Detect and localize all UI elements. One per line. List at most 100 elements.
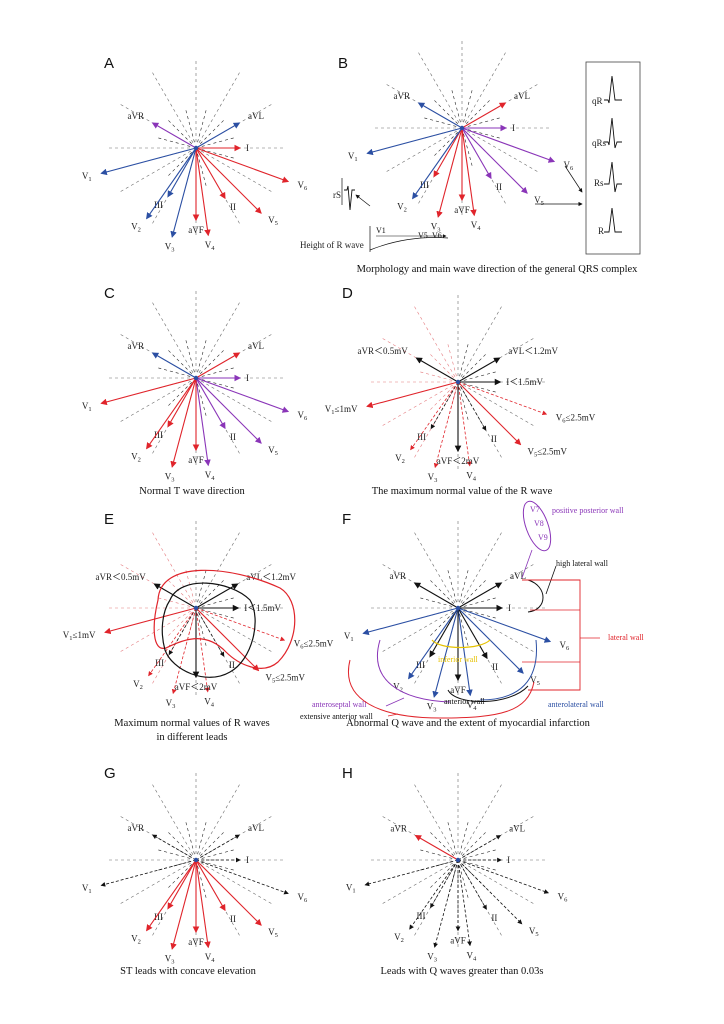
background-spoke	[151, 613, 194, 685]
lead-vector-v5	[195, 859, 262, 926]
lead-vector-v2	[412, 127, 463, 200]
panel-letter: C	[104, 285, 115, 302]
center-point	[455, 605, 461, 611]
lead-vector-avl	[457, 357, 501, 383]
lead-label-v1: V1	[348, 151, 358, 163]
background-spoke	[201, 815, 273, 858]
height-v5: V5	[418, 231, 428, 240]
background-spoke	[429, 864, 454, 889]
lead-vector-iii	[430, 381, 459, 430]
lead-label-i: I＜1.5mV	[506, 377, 543, 387]
background-spoke	[201, 380, 273, 423]
lead-label-avl: aVL	[248, 823, 264, 833]
rs-pointer	[355, 194, 371, 207]
posterior-leads-ellipse	[522, 500, 552, 552]
background-spoke	[413, 531, 456, 603]
lead-label-v6: V6	[559, 640, 570, 652]
lead-vector-v2	[409, 859, 459, 930]
lead-vector-iii	[168, 607, 197, 656]
qrs-waveform	[604, 117, 622, 149]
lead-label-v6: V6	[297, 180, 308, 192]
lead-label-v3: V3	[165, 242, 175, 254]
background-spoke	[460, 783, 503, 855]
lead-label-v2: V2	[131, 934, 141, 946]
lead-vector-ii	[457, 859, 487, 910]
lead-label-ii: II	[492, 662, 498, 672]
lead-label-v5: V5≤2.5mV	[528, 447, 568, 459]
background-spoke	[413, 387, 456, 459]
center-point	[459, 125, 465, 131]
lead-label-v2: V2	[394, 932, 404, 944]
background-spoke	[460, 531, 503, 603]
lead-vector-v5	[461, 127, 528, 194]
lead-vector-iii	[167, 377, 197, 428]
red-loop	[153, 569, 296, 669]
lead-label-iii: III	[154, 912, 163, 922]
background-spoke	[167, 152, 192, 177]
panel-letter: H	[342, 765, 353, 782]
lead-label-v5: V5	[268, 445, 278, 457]
background-spoke	[200, 119, 225, 144]
positive-posterior-wall-label: positive posterior wall	[552, 506, 624, 515]
background-spoke	[119, 862, 191, 905]
lead-vector-avl	[195, 122, 241, 149]
background-spoke	[119, 815, 191, 858]
background-spoke	[413, 305, 456, 377]
background-spoke	[201, 150, 273, 193]
lead-vector-v6	[195, 607, 286, 642]
background-spoke	[167, 831, 192, 856]
lead-label-v1: V1	[346, 882, 356, 894]
lead-vector-v2	[146, 377, 197, 450]
anterolateral-wall-label: anterolateral wall	[548, 700, 605, 709]
lead-label-iii: III	[154, 430, 163, 440]
background-spoke	[381, 610, 453, 653]
lead-vector-v5	[457, 381, 522, 446]
background-spoke	[429, 353, 454, 378]
lead-label-iii: III	[417, 911, 426, 921]
lead-vector-v6	[457, 859, 549, 894]
background-spoke	[151, 783, 194, 855]
inferior-wall-label: inferior wall	[438, 655, 479, 664]
panel-f: F Abnormal Q wave and the extent of myoc…	[342, 511, 591, 729]
rs-waveform-small	[344, 185, 355, 211]
lead-vector-ii	[195, 147, 226, 200]
lead-label-v2: V2	[397, 202, 407, 214]
lead-vector-avr	[153, 583, 197, 609]
background-spoke	[385, 130, 457, 173]
lead-label-v6: V6	[297, 410, 308, 422]
panel-letter: D	[342, 285, 353, 302]
center-point	[193, 857, 199, 863]
lead-vector-v6	[461, 127, 556, 163]
background-spoke	[167, 119, 192, 144]
lead-label-iii: III	[154, 200, 163, 210]
lead-vector-v2	[146, 859, 197, 932]
r-waveform	[604, 207, 622, 233]
lead-vector-v6	[457, 381, 548, 416]
lead-label-v4: V4	[467, 700, 478, 712]
morphology-box	[585, 61, 641, 255]
lead-vector-v2	[408, 607, 459, 680]
center-point	[193, 145, 199, 151]
lead-vector-v3	[170, 859, 197, 950]
background-spoke	[429, 386, 454, 411]
lead-vector-v1	[366, 381, 459, 409]
lead-vector-v3	[436, 127, 463, 218]
lead-label-avl: aVL	[514, 91, 530, 101]
lead-vector-v6	[457, 607, 552, 643]
anterolateral-bracket	[479, 639, 537, 701]
lead-label-v2: V2	[133, 679, 143, 691]
lead-label-avl: aVL＜1.2mV	[246, 572, 296, 582]
background-spoke	[417, 51, 460, 123]
lead-label-v2: V2	[131, 452, 141, 464]
lead-vector-avr	[151, 352, 197, 379]
background-spoke	[198, 71, 241, 143]
lead-vector-avr	[413, 582, 459, 609]
background-spoke	[463, 815, 535, 858]
lead-label-i: I	[512, 123, 515, 133]
lead-vector-v4	[195, 859, 211, 949]
lead-vector-v4	[457, 381, 472, 467]
lateral-wall-label: lateral wall	[608, 633, 645, 642]
lead-vector-v1	[100, 147, 197, 176]
